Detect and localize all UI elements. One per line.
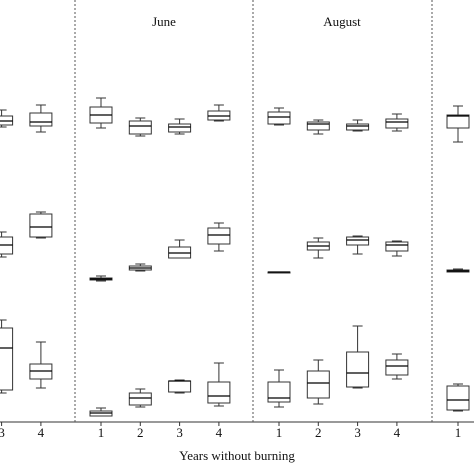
x-tick-label: 2: [315, 425, 322, 440]
box: [207, 227, 231, 245]
box: [346, 123, 370, 131]
x-axis-label: Years without burning: [179, 448, 295, 463]
box: [306, 370, 330, 399]
box: [0, 327, 14, 391]
x-tick-label: 3: [0, 425, 5, 440]
x-tick-label: 4: [216, 425, 223, 440]
box: [306, 121, 330, 131]
x-tick-label: 1: [455, 425, 462, 440]
box: [29, 112, 53, 127]
box: [385, 241, 409, 252]
box: [346, 236, 370, 246]
box: [385, 359, 409, 376]
x-tick-label: 3: [354, 425, 361, 440]
x-tick-label: 3: [176, 425, 183, 440]
box: [128, 120, 152, 135]
x-tick-label: 2: [137, 425, 144, 440]
box: [267, 111, 291, 125]
box: [128, 392, 152, 406]
x-tick-label: 4: [394, 425, 401, 440]
box: [29, 213, 53, 238]
x-tick-label: 1: [276, 425, 283, 440]
box: [168, 123, 192, 133]
box: [346, 351, 370, 388]
panel-title: August: [323, 14, 361, 29]
box: [267, 381, 291, 403]
x-tick-label: 4: [38, 425, 45, 440]
box: [168, 380, 192, 393]
box: [446, 385, 470, 411]
x-tick-label: 1: [98, 425, 105, 440]
box: [385, 118, 409, 129]
box: [446, 114, 470, 129]
box: [207, 381, 231, 404]
panel-title: June: [152, 14, 176, 29]
